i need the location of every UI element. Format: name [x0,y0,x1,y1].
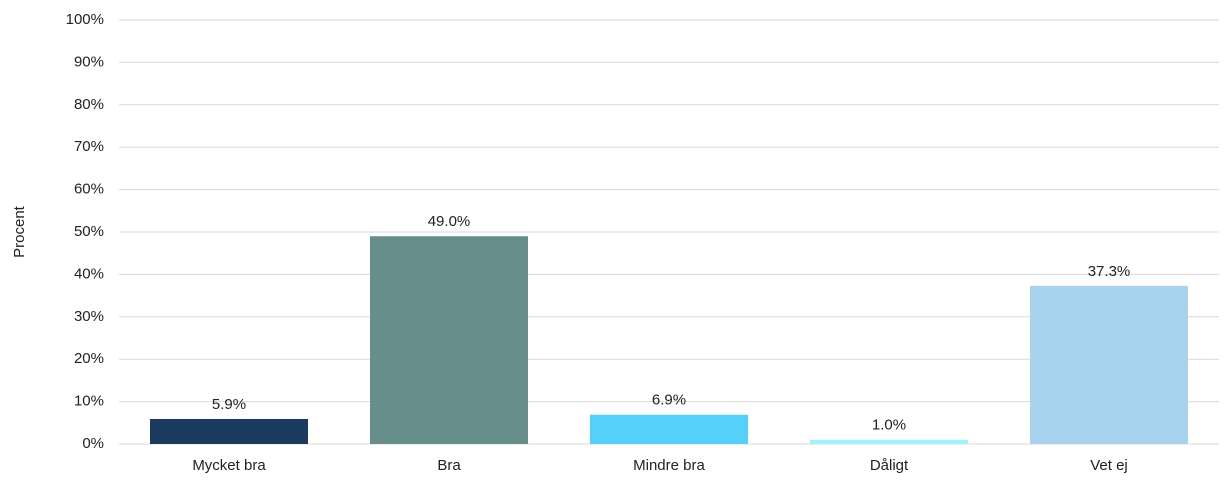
x-tick-label: Mycket bra [192,457,266,474]
y-tick-label: 60% [74,181,104,198]
y-tick-label: 90% [74,53,104,70]
bar [150,418,308,444]
y-tick-label: 10% [74,393,104,410]
bar [590,414,748,444]
y-tick-label: 20% [74,350,104,367]
value-label: 37.3% [1088,263,1131,280]
x-tick-label: Bra [437,457,461,474]
x-tick-label: Mindre bra [633,457,705,474]
y-tick-label: 0% [82,435,104,452]
value-label: 1.0% [872,417,906,434]
x-tick-label: Dåligt [870,457,909,474]
y-tick-label: 50% [74,223,104,240]
y-tick-label: 40% [74,265,104,282]
y-tick-label: 100% [66,11,104,28]
y-tick-label: 80% [74,96,104,113]
y-axis-label: Procent [11,205,28,258]
bar [370,236,528,444]
value-label: 49.0% [428,213,471,230]
y-tick-label: 70% [74,138,104,155]
bar [1030,285,1188,444]
x-tick-label: Vet ej [1090,457,1128,474]
bar [810,439,968,444]
value-label: 6.9% [652,392,686,409]
value-label: 5.9% [212,396,246,413]
y-tick-label: 30% [74,308,104,325]
